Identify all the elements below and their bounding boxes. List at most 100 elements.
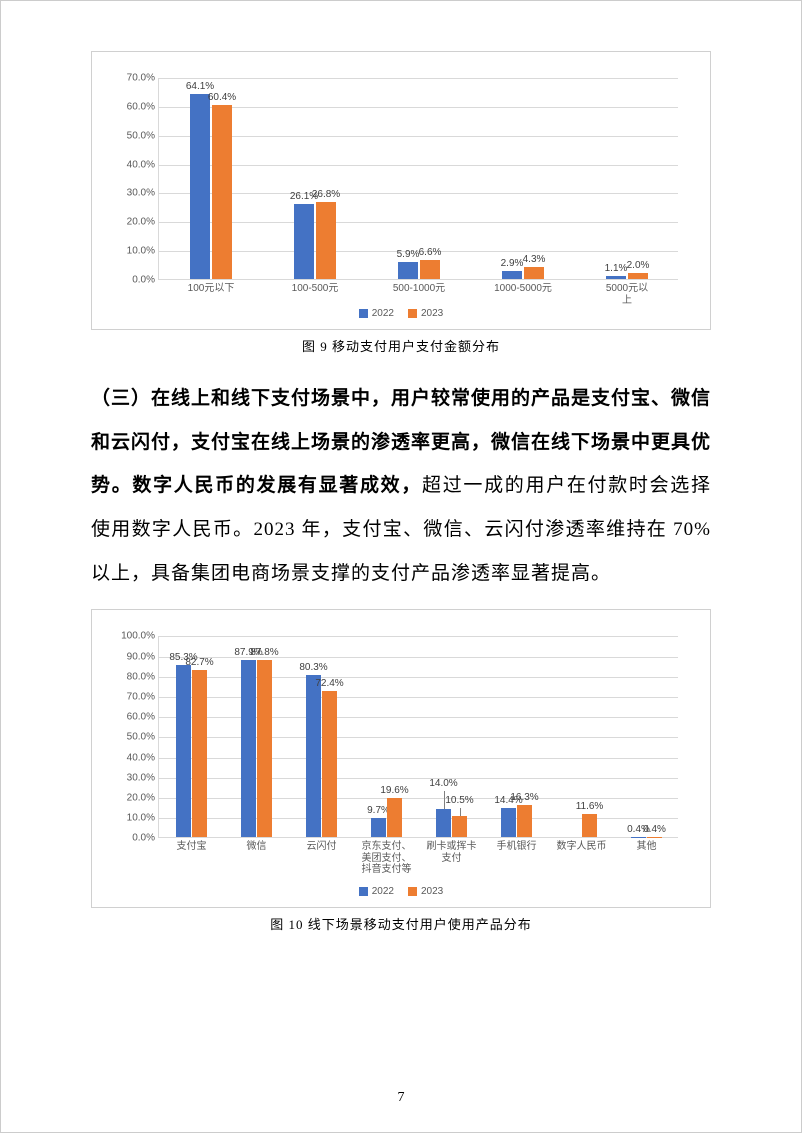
y-tick-label: 100.0% — [121, 631, 159, 642]
bar: 6.6% — [420, 260, 440, 279]
bar: 64.1% — [190, 94, 210, 279]
gridline — [159, 136, 678, 137]
x-tick-label: 支付宝 — [177, 837, 207, 853]
bar: 4.3% — [524, 267, 544, 279]
x-tick-label: 500-1000元 — [393, 279, 445, 295]
chart2-legend: 2022 2023 — [110, 886, 692, 897]
bar-value-label: 0.4% — [643, 824, 666, 837]
bar: 14.4% — [501, 808, 516, 837]
legend-label: 2022 — [372, 886, 394, 897]
legend-swatch — [408, 309, 417, 318]
gridline — [159, 758, 678, 759]
y-tick-label: 80.0% — [127, 671, 159, 682]
gridline — [159, 165, 678, 166]
y-tick-label: 70.0% — [127, 692, 159, 703]
bar-value-label: 16.3% — [510, 792, 538, 805]
bar: 80.3% — [306, 675, 321, 837]
gridline — [159, 818, 678, 819]
bar-value-label: 72.4% — [315, 678, 343, 691]
legend-label: 2022 — [372, 308, 394, 319]
bar: 60.4% — [212, 105, 232, 279]
bar-value-label: 4.3% — [523, 254, 546, 267]
bar: 1.1% — [606, 276, 626, 279]
y-tick-label: 10.0% — [127, 246, 159, 257]
gridline — [159, 778, 678, 779]
bar: 0.4% — [631, 837, 646, 838]
gridline — [159, 717, 678, 718]
gridline — [159, 798, 678, 799]
legend-swatch — [359, 309, 368, 318]
bar-value-label: 19.6% — [380, 785, 408, 798]
legend-label: 2023 — [421, 308, 443, 319]
chart2: 0.0%10.0%20.0%30.0%40.0%50.0%60.0%70.0%8… — [110, 622, 692, 880]
bar: 0.4% — [647, 837, 662, 838]
bar: 10.5% — [452, 816, 467, 837]
bar: 87.8% — [257, 660, 272, 837]
bar: 9.7% — [371, 818, 386, 838]
legend-item: 2023 — [408, 886, 443, 897]
x-tick-label: 其他 — [637, 837, 657, 853]
x-tick-label: 数字人民币 — [557, 837, 607, 853]
bar: 2.0% — [628, 273, 648, 279]
bar: 2.9% — [502, 271, 522, 279]
chart1-container: 0.0%10.0%20.0%30.0%40.0%50.0%60.0%70.0%1… — [91, 51, 711, 330]
y-tick-label: 60.0% — [127, 101, 159, 112]
y-tick-label: 50.0% — [127, 130, 159, 141]
gridline — [159, 737, 678, 738]
x-tick-label: 5000元以上 — [602, 279, 653, 306]
y-tick-label: 40.0% — [127, 752, 159, 763]
gridline — [159, 107, 678, 108]
bar-value-label: 82.7% — [185, 657, 213, 670]
y-tick-label: 20.0% — [127, 793, 159, 804]
bar-value-label: 5.9% — [397, 249, 420, 262]
x-tick-label: 手机银行 — [497, 837, 537, 853]
bar-value-label: 87.8% — [250, 647, 278, 660]
bar-value-label: 60.4% — [208, 92, 236, 105]
body-paragraph: （三）在线上和线下支付场景中，用户较常使用的产品是支付宝、微信和云闪付，支付宝在… — [91, 377, 711, 595]
page-number: 7 — [1, 1090, 801, 1106]
bar-value-label: 1.1% — [605, 263, 628, 276]
x-tick-label: 1000-5000元 — [494, 279, 552, 295]
legend-swatch — [359, 887, 368, 896]
bar: 14.0% — [436, 809, 451, 837]
bar: 11.6% — [582, 814, 597, 837]
y-tick-label: 70.0% — [127, 73, 159, 84]
x-tick-label: 云闪付 — [307, 837, 337, 853]
gridline — [159, 78, 678, 79]
chart2-title: 图 10 线下场景移动支付用户使用产品分布 — [91, 914, 711, 933]
x-tick-label: 京东支付、 美团支付、 抖音支付等 — [362, 837, 412, 876]
y-tick-label: 50.0% — [127, 732, 159, 743]
bar: 16.3% — [517, 805, 532, 838]
chart1-title: 图 9 移动支付用户支付金额分布 — [91, 336, 711, 355]
chart1-legend: 2022 2023 — [110, 308, 692, 319]
legend-item: 2022 — [359, 886, 394, 897]
bar-value-label: 2.9% — [501, 258, 524, 271]
x-tick-label: 刷卡或挥卡 支付 — [427, 837, 477, 864]
bar: 72.4% — [322, 691, 337, 837]
bar: 5.9% — [398, 262, 418, 279]
y-tick-label: 20.0% — [127, 217, 159, 228]
gridline — [159, 193, 678, 194]
bar-value-label: 80.3% — [299, 662, 327, 675]
y-tick-label: 30.0% — [127, 772, 159, 783]
legend-swatch — [408, 887, 417, 896]
legend-item: 2022 — [359, 308, 394, 319]
bar-value-label: 10.5% — [445, 795, 473, 808]
chart1: 0.0%10.0%20.0%30.0%40.0%50.0%60.0%70.0%1… — [110, 64, 692, 302]
legend-label: 2023 — [421, 886, 443, 897]
chart2-container: 0.0%10.0%20.0%30.0%40.0%50.0%60.0%70.0%8… — [91, 609, 711, 908]
bar: 85.3% — [176, 665, 191, 837]
gridline — [159, 636, 678, 637]
bar-value-label: 6.6% — [419, 247, 442, 260]
y-tick-label: 0.0% — [132, 833, 159, 844]
bar: 87.9% — [241, 660, 256, 838]
leader-line — [460, 808, 461, 816]
plot-area: 0.0%10.0%20.0%30.0%40.0%50.0%60.0%70.0%8… — [158, 636, 678, 838]
x-tick-label: 100元以下 — [188, 279, 235, 295]
y-tick-label: 60.0% — [127, 712, 159, 723]
x-tick-label: 微信 — [247, 837, 267, 853]
plot-area: 0.0%10.0%20.0%30.0%40.0%50.0%60.0%70.0%1… — [158, 78, 678, 280]
bar: 26.8% — [316, 202, 336, 279]
gridline — [159, 677, 678, 678]
y-tick-label: 40.0% — [127, 159, 159, 170]
